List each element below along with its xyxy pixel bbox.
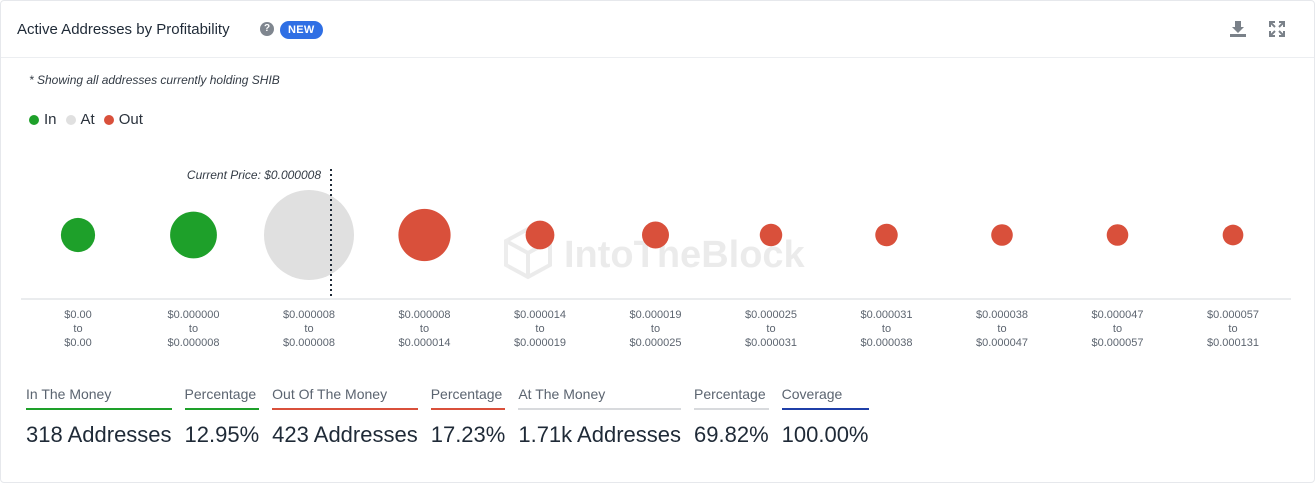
holding-note: * Showing all addresses currently holdin… xyxy=(29,73,280,87)
x-tick-label: $0.000038 xyxy=(976,309,1028,321)
x-tick-label: $0.000047 xyxy=(976,337,1028,349)
stat-out-of-the-money: Out Of The Money 423 Addresses xyxy=(272,386,418,448)
x-tick-label: to xyxy=(1228,323,1237,335)
x-tick-label: to xyxy=(189,323,198,335)
stat-value: 100.00% xyxy=(781,422,869,447)
x-tick-label: $0.00 xyxy=(64,337,92,349)
x-tick-label: $0.000031 xyxy=(745,337,797,349)
bubble-out xyxy=(875,223,898,247)
x-tick-label: to xyxy=(304,323,313,335)
x-tick-label: $0.000014 xyxy=(399,337,451,349)
legend-label-at: At xyxy=(80,111,95,128)
x-tick-label: $0.00 xyxy=(64,309,92,321)
x-tick-label: $0.000031 xyxy=(861,309,913,321)
bubble-in xyxy=(170,211,217,259)
expand-icon[interactable] xyxy=(1267,19,1287,39)
x-tick-label: $0.000008 xyxy=(168,337,220,349)
card-header: Active Addresses by Profitability ? NEW xyxy=(1,1,1314,58)
x-tick-label: $0.000000 xyxy=(168,309,220,321)
bubble-out xyxy=(398,208,451,262)
x-tick-label: to xyxy=(882,323,891,335)
legend-dot-out xyxy=(103,114,114,125)
bubble-out xyxy=(1106,224,1129,246)
x-tick-label: to xyxy=(766,323,775,335)
bubble-chart: IntoTheBlock$0.00to$0.00$0.000000to$0.00… xyxy=(21,168,1291,349)
bubble-out xyxy=(525,220,555,250)
chart-title: Active Addresses by Profitability xyxy=(17,21,230,38)
legend-dot-in xyxy=(29,114,39,125)
legend-dot-at xyxy=(65,114,76,125)
stat-at-percentage: Percentage 69.82% xyxy=(694,386,769,448)
stats-row: In The Money 318 Addresses Percentage 12… xyxy=(26,386,882,448)
x-tick-label: $0.000019 xyxy=(630,309,682,321)
legend-item-out[interactable]: Out xyxy=(103,111,143,128)
bubble-out xyxy=(991,224,1013,246)
x-tick-label: $0.000008 xyxy=(399,309,451,321)
stat-value: 17.23% xyxy=(430,422,506,447)
stat-in-percentage: Percentage 12.95% xyxy=(184,386,260,448)
stat-value: 69.82% xyxy=(694,422,769,447)
x-tick-label: $0.000047 xyxy=(1092,309,1144,321)
question-circle-icon[interactable]: ? xyxy=(260,22,274,36)
stat-label: At The Money xyxy=(518,386,682,410)
x-tick-label: $0.000057 xyxy=(1092,337,1144,349)
x-tick-label: to xyxy=(535,323,544,335)
stat-value: 12.95% xyxy=(184,422,260,447)
bubble-at xyxy=(264,190,354,280)
legend: In At Out xyxy=(29,111,152,128)
bubble-out xyxy=(759,223,783,247)
x-tick-label: to xyxy=(997,323,1006,335)
x-tick-label: to xyxy=(420,323,429,335)
legend-label-in: In xyxy=(44,111,57,128)
bubble-out xyxy=(642,221,669,249)
download-icon[interactable] xyxy=(1228,19,1248,39)
stat-value: 1.71k Addresses xyxy=(518,422,682,447)
x-tick-label: to xyxy=(1113,323,1122,335)
new-badge: NEW xyxy=(280,21,323,39)
x-tick-label: $0.000025 xyxy=(745,309,797,321)
stat-label: Percentage xyxy=(694,386,769,410)
x-tick-label: $0.000025 xyxy=(630,337,682,349)
stat-label: Percentage xyxy=(184,386,260,410)
x-tick-label: $0.000008 xyxy=(283,309,335,321)
stat-coverage: Coverage 100.00% xyxy=(781,386,869,448)
x-tick-label: to xyxy=(73,323,82,335)
stat-value: 318 Addresses xyxy=(26,422,172,447)
stat-label: Percentage xyxy=(430,386,506,410)
bubble-in xyxy=(60,217,96,253)
stat-label: Coverage xyxy=(781,386,869,410)
x-tick-label: $0.000057 xyxy=(1207,309,1259,321)
current-price-label: Current Price: $0.000008 xyxy=(187,168,321,182)
x-tick-label: to xyxy=(651,323,660,335)
legend-label-out: Out xyxy=(118,111,143,128)
x-tick-label: $0.000008 xyxy=(283,337,335,349)
stat-out-percentage: Percentage 17.23% xyxy=(430,386,506,448)
legend-item-at[interactable]: At xyxy=(65,111,95,128)
stat-in-the-money: In The Money 318 Addresses xyxy=(26,386,172,448)
stat-value: 423 Addresses xyxy=(272,422,418,447)
x-tick-label: $0.000019 xyxy=(514,337,566,349)
bubble-out xyxy=(1222,224,1244,246)
legend-item-in[interactable]: In xyxy=(29,111,57,128)
stat-at-the-money: At The Money 1.71k Addresses xyxy=(518,386,682,448)
x-tick-label: $0.000038 xyxy=(861,337,913,349)
stat-label: Out Of The Money xyxy=(272,386,418,410)
stat-label: In The Money xyxy=(26,386,172,410)
x-tick-label: $0.000014 xyxy=(514,309,566,321)
x-tick-label: $0.000131 xyxy=(1207,337,1259,349)
